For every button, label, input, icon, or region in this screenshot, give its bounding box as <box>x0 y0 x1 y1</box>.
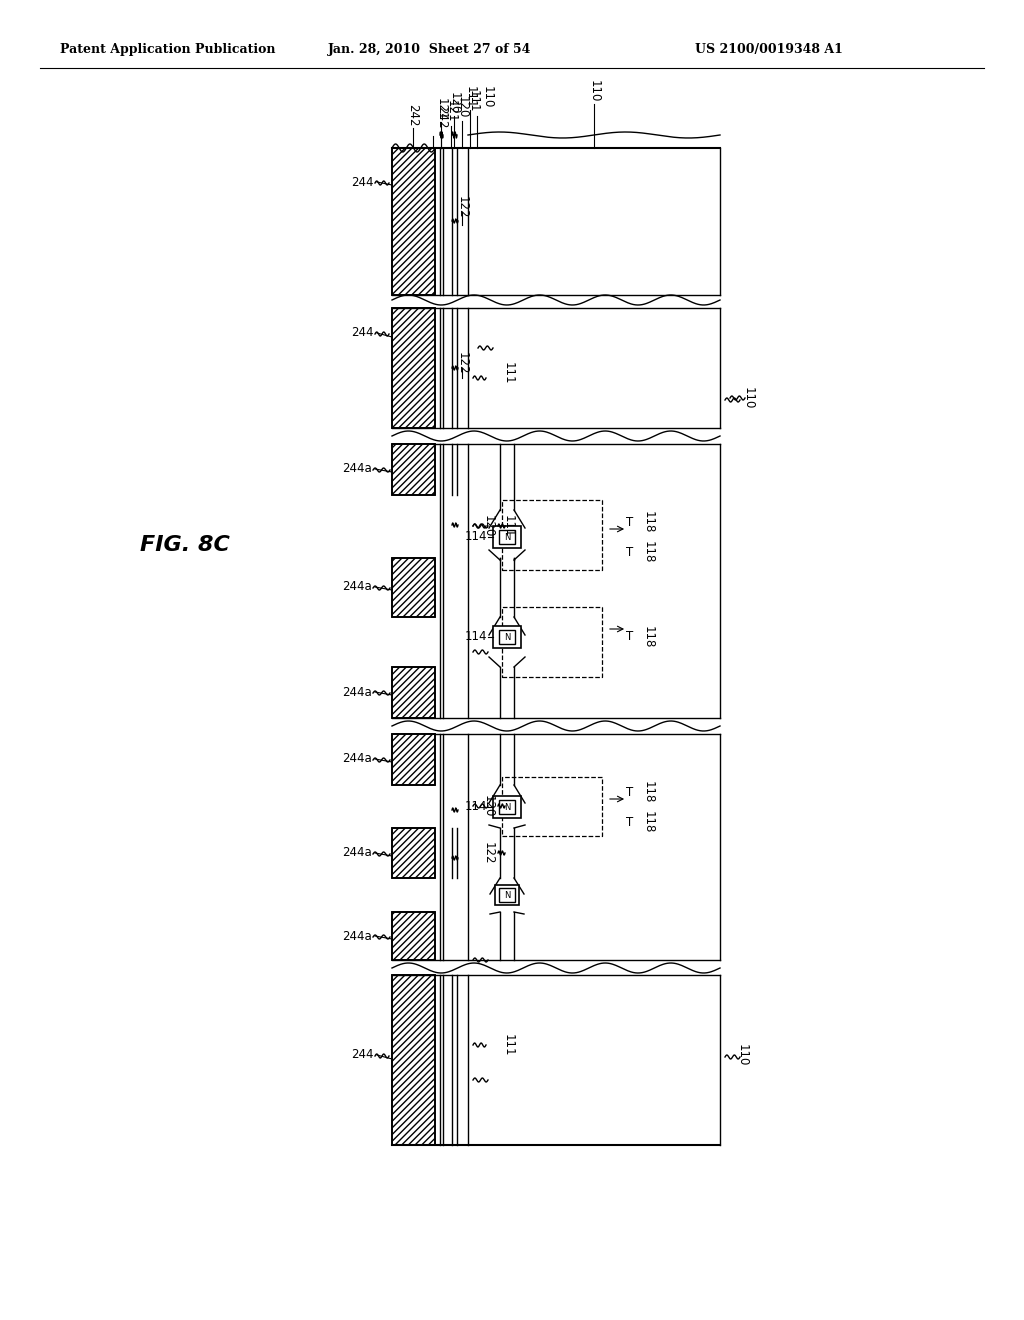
Bar <box>502 777 602 836</box>
Text: N: N <box>504 632 510 642</box>
Text: T: T <box>627 516 634 528</box>
Bar <box>392 308 435 428</box>
Text: 120: 120 <box>456 95 469 117</box>
Bar <box>392 734 435 785</box>
Text: 122: 122 <box>456 351 469 375</box>
Text: 244a: 244a <box>342 462 372 475</box>
Bar <box>392 148 435 294</box>
Bar <box>495 884 519 906</box>
Bar <box>392 667 435 718</box>
Text: 114: 114 <box>465 800 487 813</box>
Text: N: N <box>504 803 510 812</box>
Bar <box>392 558 435 616</box>
Text: 110: 110 <box>735 1044 749 1067</box>
Text: T: T <box>627 631 634 644</box>
Bar <box>493 525 521 548</box>
Bar <box>392 558 435 616</box>
Text: 111: 111 <box>467 91 480 114</box>
Text: 118: 118 <box>642 511 655 533</box>
Text: T: T <box>627 785 634 799</box>
Text: 110: 110 <box>588 79 600 102</box>
Bar <box>392 975 435 1144</box>
Text: 110: 110 <box>742 387 755 409</box>
Text: T: T <box>627 816 634 829</box>
Text: 242: 242 <box>435 106 449 128</box>
Text: 121: 121 <box>434 98 447 120</box>
Text: 118: 118 <box>642 781 655 803</box>
Bar <box>392 444 435 495</box>
Text: 244: 244 <box>351 176 374 189</box>
Text: 110: 110 <box>481 86 494 108</box>
Text: 118: 118 <box>642 626 655 648</box>
Text: 244: 244 <box>351 1048 374 1061</box>
Bar <box>499 531 515 544</box>
Text: 111: 111 <box>502 515 514 537</box>
Text: 244a: 244a <box>342 581 372 594</box>
Text: 121: 121 <box>445 100 458 123</box>
Text: 111: 111 <box>502 1034 514 1056</box>
Bar <box>392 308 435 428</box>
Bar <box>502 607 602 677</box>
Text: 122: 122 <box>482 842 495 865</box>
Text: 120: 120 <box>482 795 495 817</box>
Bar <box>392 148 435 294</box>
Bar <box>493 796 521 818</box>
Text: 242: 242 <box>407 103 420 125</box>
Bar <box>392 975 435 1144</box>
Text: 244a: 244a <box>342 846 372 859</box>
Text: 118: 118 <box>642 810 655 833</box>
Text: T: T <box>627 545 634 558</box>
Text: Jan. 28, 2010  Sheet 27 of 54: Jan. 28, 2010 Sheet 27 of 54 <box>329 44 531 57</box>
Bar <box>392 734 435 785</box>
Text: 118: 118 <box>642 541 655 564</box>
Text: US 2100/0019348 A1: US 2100/0019348 A1 <box>695 44 843 57</box>
Bar <box>392 667 435 718</box>
Text: 120: 120 <box>447 91 461 114</box>
Bar <box>392 828 435 878</box>
Text: 244a: 244a <box>342 929 372 942</box>
Text: 120: 120 <box>482 515 495 537</box>
Text: Patent Application Publication: Patent Application Publication <box>60 44 275 57</box>
Text: 111: 111 <box>502 362 514 384</box>
Bar <box>392 912 435 960</box>
Text: 244a: 244a <box>342 685 372 698</box>
Bar <box>499 630 515 644</box>
Bar <box>499 888 515 902</box>
Text: 122: 122 <box>456 195 469 218</box>
Bar <box>502 500 602 570</box>
Text: 114: 114 <box>465 631 487 644</box>
Text: FIG. 8C: FIG. 8C <box>140 535 230 554</box>
Bar <box>499 800 515 814</box>
Text: N: N <box>504 532 510 541</box>
Text: N: N <box>504 891 510 899</box>
Text: 244a: 244a <box>342 752 372 766</box>
Text: 111: 111 <box>464 86 476 108</box>
Bar <box>392 444 435 495</box>
Text: 114: 114 <box>465 531 487 544</box>
Text: 244: 244 <box>351 326 374 339</box>
Bar <box>493 626 521 648</box>
Bar <box>392 828 435 878</box>
Bar <box>392 912 435 960</box>
